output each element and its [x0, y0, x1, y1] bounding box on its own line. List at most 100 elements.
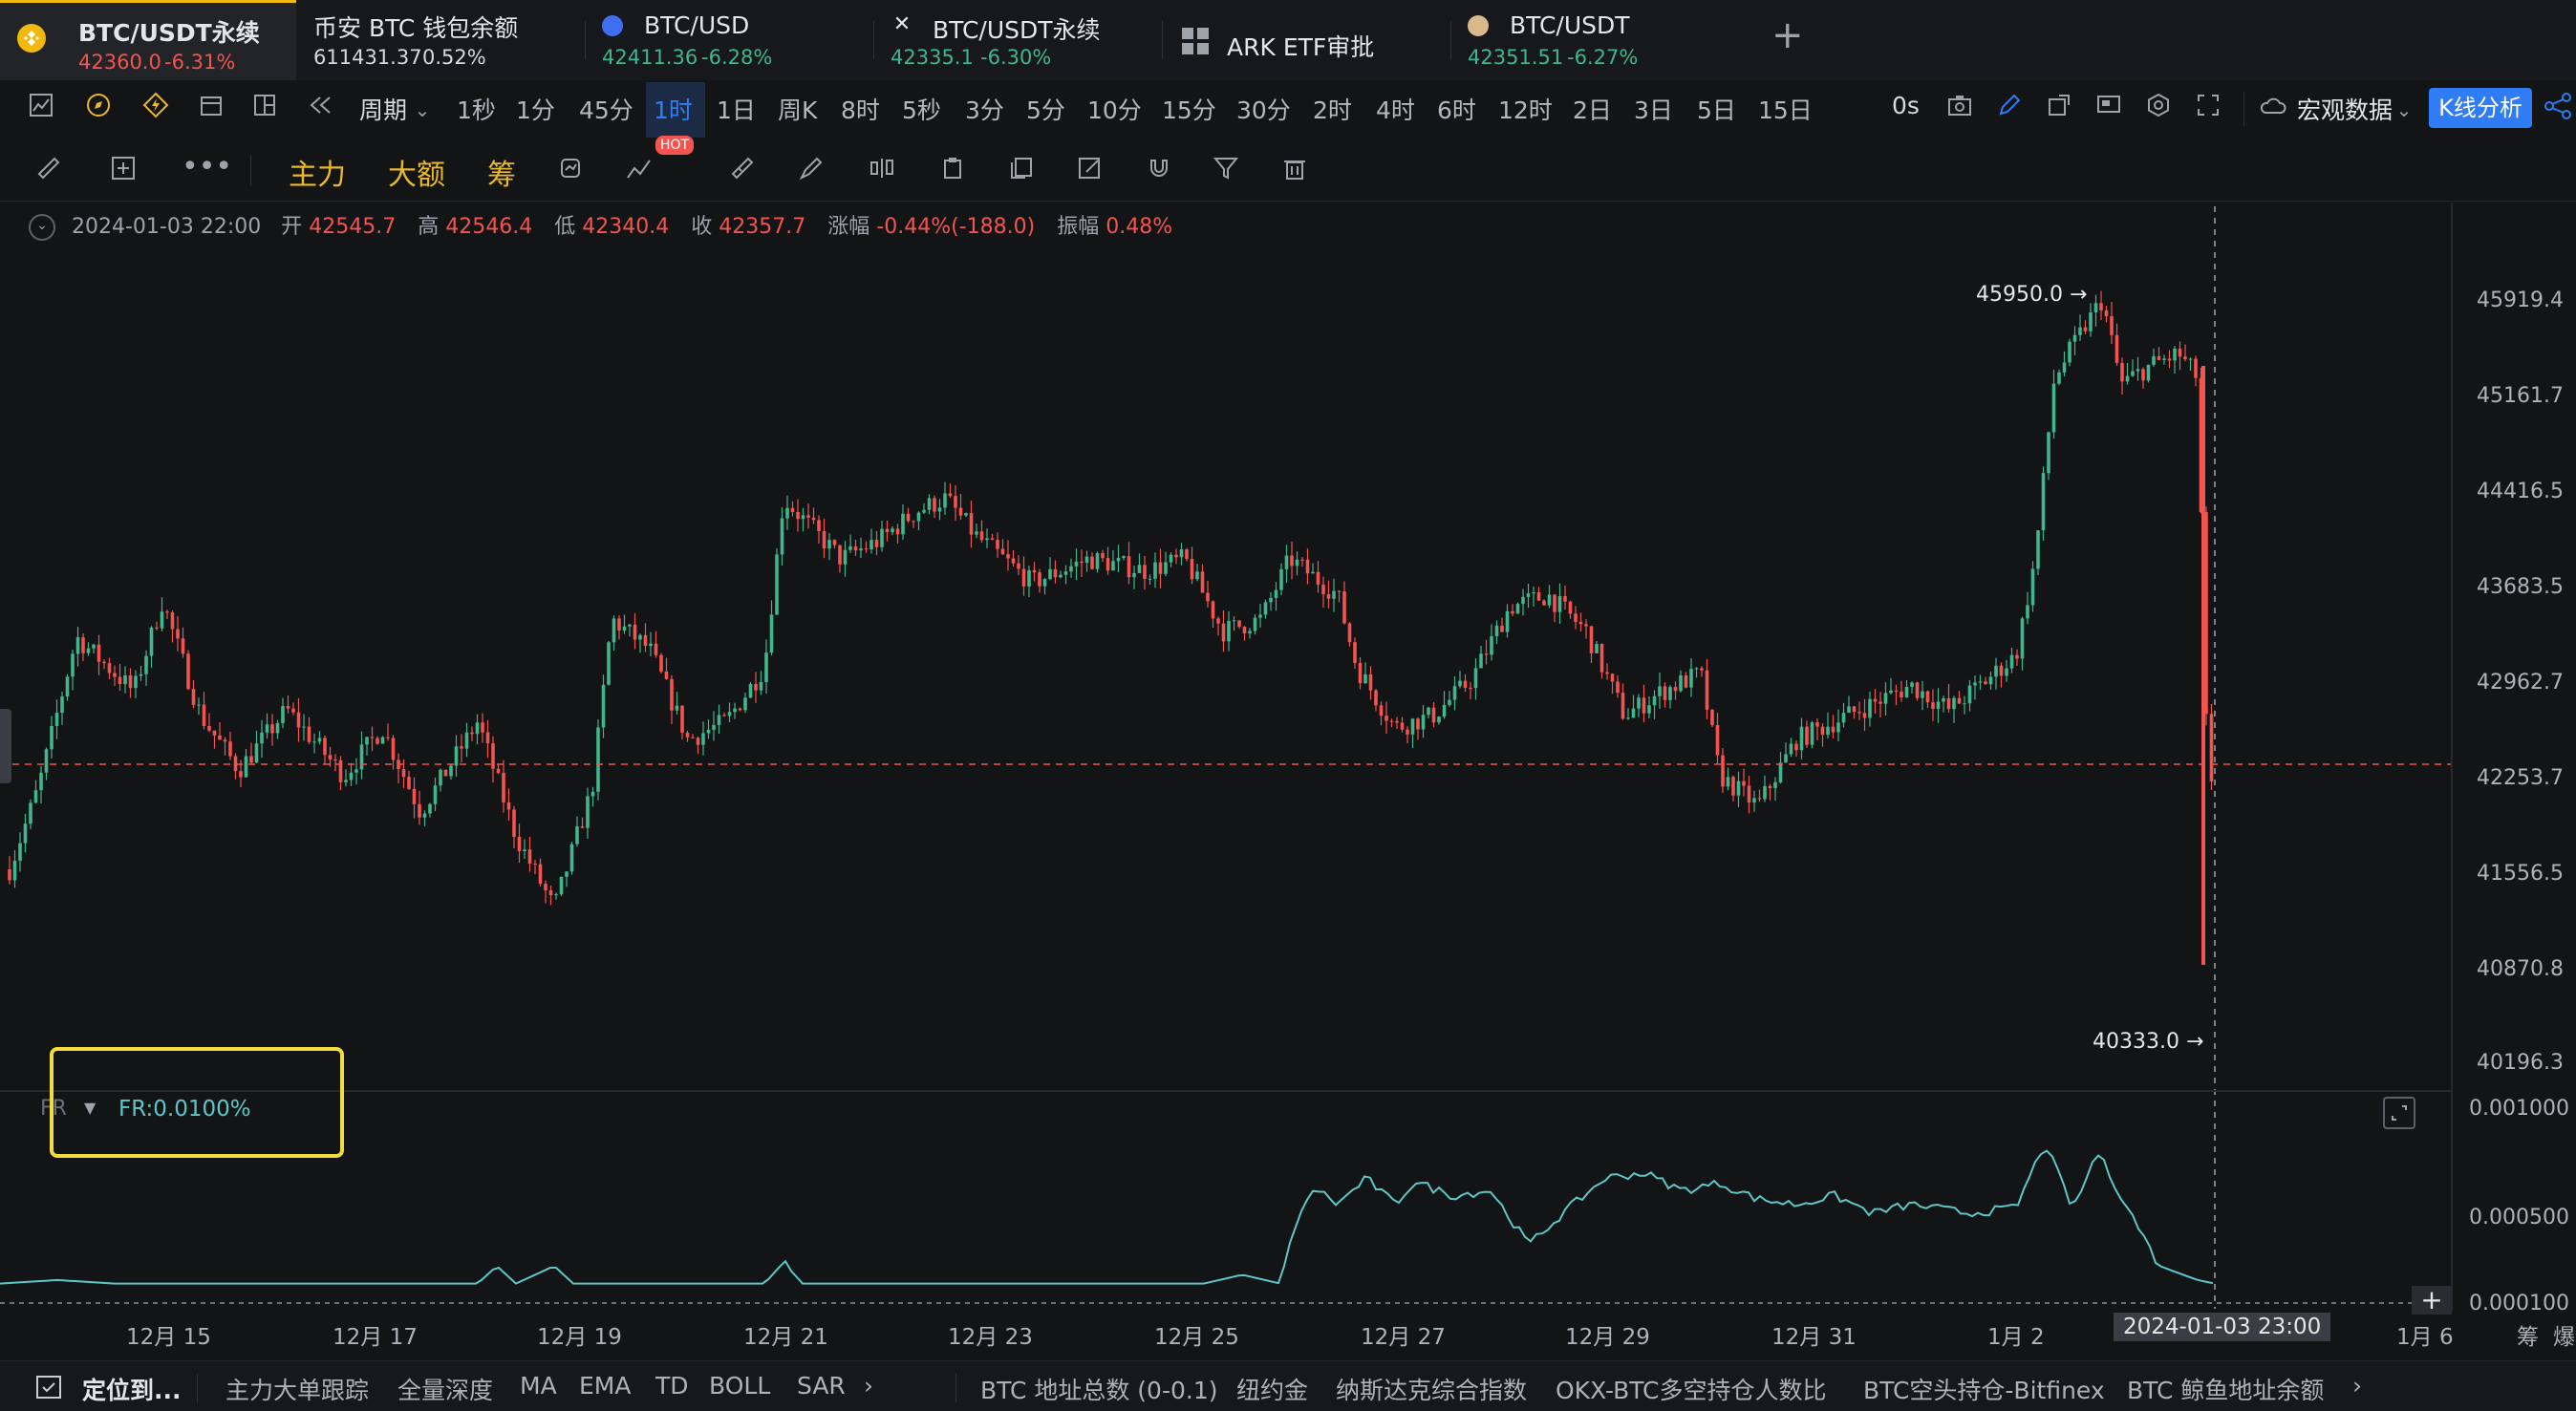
period-2d[interactable]: 2日 — [1573, 96, 1612, 124]
period-12h[interactable]: 12时 — [1498, 96, 1553, 124]
add-tab-button[interactable]: + — [1771, 13, 1804, 57]
period-1d[interactable]: 1日 — [717, 96, 756, 124]
period-8h[interactable]: 8时 — [841, 96, 880, 124]
candle-body — [985, 538, 989, 541]
layout-icon[interactable] — [248, 92, 281, 126]
low-value: 42340.4 — [582, 215, 670, 239]
price-tick: 43683.5 — [2477, 575, 2564, 599]
settings-icon[interactable] — [2142, 92, 2175, 126]
chip-button[interactable]: 筹 — [487, 159, 516, 192]
magnet-icon[interactable] — [1143, 155, 1175, 189]
indicator-boll[interactable]: BOLL — [709, 1372, 771, 1400]
trash-icon[interactable] — [1278, 155, 1311, 189]
sidebar-toggle-handle[interactable] — [0, 709, 11, 783]
screen-record-icon[interactable] — [2093, 92, 2125, 126]
calendar-check-icon[interactable] — [34, 1372, 63, 1404]
kline-analysis-button[interactable]: K线分析 — [2429, 88, 2532, 128]
fullscreen-icon[interactable] — [2192, 92, 2224, 126]
chevron-right-icon[interactable]: › — [864, 1372, 873, 1400]
copy-icon[interactable] — [1005, 155, 1038, 189]
large-order-button[interactable]: 大额 — [388, 159, 445, 192]
candle-body — [1894, 690, 1899, 692]
indicator-ma[interactable]: MA — [520, 1372, 557, 1400]
share-icon[interactable] — [2542, 92, 2574, 128]
indicator-ema[interactable]: EMA — [579, 1372, 632, 1400]
macro-nasdaq[interactable]: 纳斯达克综合指数 — [1336, 1377, 1528, 1404]
maximize-pane-icon[interactable] — [2383, 1097, 2415, 1129]
candle-body — [50, 725, 54, 750]
tab-ark-etf[interactable]: ARK ETF审批 — [1164, 0, 1450, 80]
period-2h[interactable]: 2时 — [1313, 96, 1352, 124]
period-1s[interactable]: 1秒 — [457, 96, 496, 124]
period-15d[interactable]: 15日 — [1758, 96, 1813, 124]
period-45m[interactable]: 45分 — [579, 96, 633, 124]
macro-bitfinex-shorts[interactable]: BTC空头持仓-Bitfinex — [1863, 1377, 2105, 1404]
compass-icon[interactable] — [82, 92, 115, 126]
add-indicator-icon[interactable] — [107, 155, 140, 189]
period-1h[interactable]: 1时 — [654, 96, 693, 124]
period-5d[interactable]: 5日 — [1697, 96, 1736, 124]
period-6h[interactable]: 6时 — [1437, 96, 1476, 124]
chevron-right-icon[interactable]: › — [2352, 1372, 2362, 1400]
tab-binance-btc-wallet-balance[interactable]: 币安 BTC 钱包余额 611431.37 0.52% — [298, 0, 585, 80]
period-5s[interactable]: 5秒 — [902, 96, 941, 124]
period-4h[interactable]: 4时 — [1376, 96, 1415, 124]
macro-whale-balance[interactable]: BTC 鲸鱼地址余额 — [2127, 1377, 2325, 1404]
macro-okx-ratio[interactable]: OKX-BTC多空持仓人数比 — [1556, 1377, 1827, 1404]
edit-note-icon[interactable] — [1074, 155, 1106, 189]
brush-icon[interactable] — [795, 155, 827, 189]
calendar-icon[interactable] — [195, 92, 227, 126]
period-1m[interactable]: 1分 — [516, 96, 555, 124]
indicator-main-force[interactable]: 主力大单跟踪 — [225, 1377, 370, 1404]
liquidation-edge-label[interactable]: 爆 — [2553, 1325, 2575, 1350]
line-chart-icon[interactable] — [25, 92, 57, 126]
macro-ny-gold[interactable]: 纽约金 — [1236, 1377, 1309, 1404]
tab-btc-usdt-perp-2[interactable]: ✕ BTC/USDT永续 42335.1 -6.30% — [875, 0, 1162, 80]
candlestick-icon[interactable] — [866, 155, 898, 189]
price-chart[interactable] — [0, 203, 2576, 1311]
clipboard-icon[interactable] — [936, 155, 969, 189]
filter-icon[interactable] — [1210, 155, 1242, 189]
lightning-icon[interactable] — [140, 92, 172, 126]
candle-body — [880, 528, 884, 547]
period-dropdown[interactable]: 周期 — [359, 96, 408, 124]
rewind-icon[interactable] — [304, 92, 336, 126]
indicator-sar[interactable]: SAR — [797, 1372, 846, 1400]
candle-body — [181, 638, 185, 654]
candle-body — [2131, 371, 2135, 376]
pen-icon[interactable] — [1993, 92, 2026, 126]
chip-edge-label[interactable]: 筹 — [2517, 1325, 2539, 1350]
resize-icon[interactable] — [2043, 92, 2075, 126]
period-3m[interactable]: 3分 — [965, 96, 1004, 124]
locate-button[interactable]: 定位到... — [82, 1377, 182, 1404]
macro-btc-address-count[interactable]: BTC 地址总数 (0-0.1) — [980, 1377, 1218, 1404]
candle-body — [1784, 754, 1788, 763]
tab-btc-usd[interactable]: BTC/USD 42411.36 -6.28% — [587, 0, 873, 80]
caret-down-icon[interactable]: ▼ — [84, 1099, 97, 1117]
candle-body — [228, 741, 232, 757]
camera-icon[interactable] — [1943, 92, 1976, 126]
main-force-button[interactable]: 主力 — [289, 159, 346, 192]
period-15m[interactable]: 15分 — [1162, 96, 1216, 124]
macro-data-dropdown[interactable]: 宏观数据 — [2297, 96, 2394, 124]
collapse-icon[interactable]: ⌄ — [29, 214, 55, 241]
refresh-timer[interactable]: 0s — [1892, 92, 1920, 119]
tab-btc-usdt-spot[interactable]: BTC/USDT 42351.51 -6.27% — [1452, 0, 1739, 80]
period-10m[interactable]: 10分 — [1087, 96, 1142, 124]
indicator-td[interactable]: TD — [655, 1372, 689, 1400]
candle-body — [1805, 726, 1809, 745]
candle-body — [1258, 614, 1262, 618]
ruler-icon[interactable] — [32, 155, 65, 189]
trend-hot-icon[interactable] — [623, 155, 655, 189]
add-pane-icon[interactable]: + — [2412, 1286, 2452, 1315]
period-30m[interactable]: 30分 — [1236, 96, 1291, 124]
tab-btc-usdt-perp[interactable]: BTC/USDT永续 42360.0 -6.31% — [0, 0, 296, 80]
period-1w[interactable]: 周K — [778, 96, 818, 124]
rotate-icon[interactable] — [554, 155, 587, 189]
measure-icon[interactable] — [726, 155, 759, 189]
period-5m[interactable]: 5分 — [1026, 96, 1065, 124]
indicator-depth[interactable]: 全量深度 — [397, 1377, 494, 1404]
period-3d[interactable]: 3日 — [1634, 96, 1673, 124]
more-icon[interactable]: ••• — [182, 150, 233, 183]
candle-body — [548, 889, 553, 896]
